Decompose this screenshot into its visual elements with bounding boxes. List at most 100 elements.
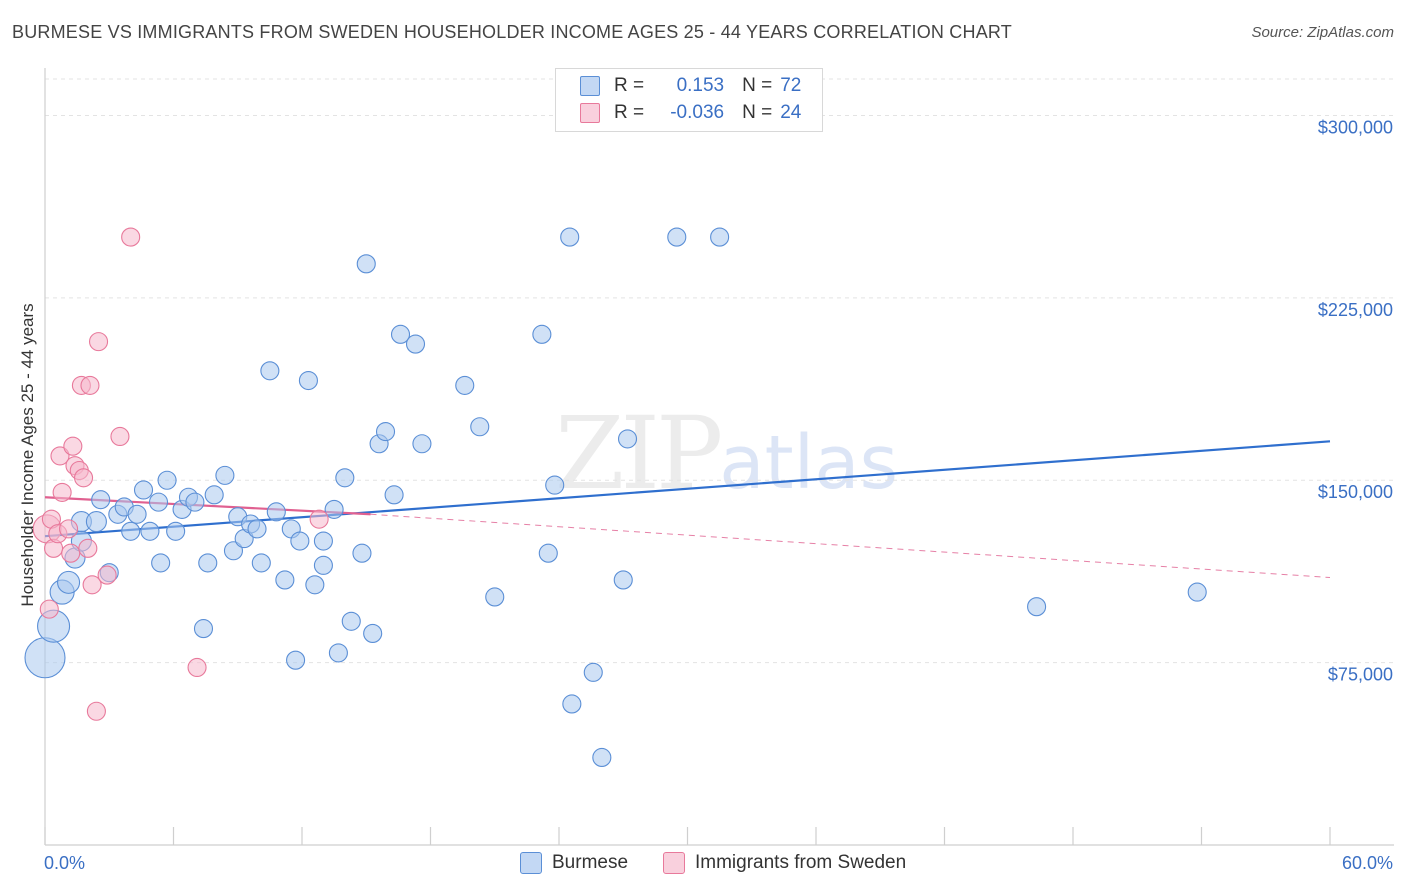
burmese-point xyxy=(166,521,186,541)
burmese-legend-swatch xyxy=(520,852,542,874)
burmese-point xyxy=(193,619,214,639)
burmese-point xyxy=(157,470,177,490)
sweden-point xyxy=(309,509,329,529)
burmese-point xyxy=(405,334,426,354)
y-tick-label: $75,000 xyxy=(1328,665,1393,685)
burmese-point xyxy=(185,492,205,512)
burmese-point xyxy=(266,502,286,522)
burmese-point xyxy=(412,434,432,454)
legend-row-sweden: R = -0.036 N = 24 xyxy=(580,101,801,125)
legend-r-value: -0.036 xyxy=(670,102,725,123)
burmese-point xyxy=(390,324,411,344)
legend-n-label: N = xyxy=(742,75,773,96)
x-tick-label-max: 60.0% xyxy=(1342,853,1393,873)
y-tick-label: $225,000 xyxy=(1318,300,1393,320)
burmese-point xyxy=(275,570,295,590)
chart-title: BURMESE VS IMMIGRANTS FROM SWEDEN HOUSEH… xyxy=(12,22,1012,42)
sweden-point xyxy=(82,575,102,595)
legend-n-value: 24 xyxy=(780,102,802,123)
burmese-point xyxy=(470,417,490,437)
burmese-point xyxy=(324,499,344,519)
burmese-point xyxy=(485,587,505,607)
sweden-legend-label: Immigrants from Sweden xyxy=(695,852,907,873)
sweden-point xyxy=(74,468,94,488)
burmese-point xyxy=(251,553,271,573)
burmese-point xyxy=(560,227,580,247)
scatter-points xyxy=(24,227,1207,768)
burmese-point xyxy=(290,531,310,551)
burmese-point xyxy=(352,543,372,563)
sweden-legend-swatch xyxy=(663,852,685,874)
x-tick-label-min: 0.0% xyxy=(44,853,85,873)
burmese-legend-label: Burmese xyxy=(552,852,629,873)
burmese-point xyxy=(247,519,267,539)
burmese-point xyxy=(583,662,603,682)
sweden-point xyxy=(59,519,79,539)
sweden-point xyxy=(88,332,109,352)
sweden-swatch xyxy=(580,103,600,123)
watermark-atlas: atlas xyxy=(719,420,899,506)
sweden-point xyxy=(52,482,72,502)
burmese-point xyxy=(613,570,633,590)
sweden-point xyxy=(61,543,81,563)
burmese-point xyxy=(313,531,333,551)
burmese-point xyxy=(363,623,383,643)
y-axis-label: Householder Income Ages 25 - 44 years xyxy=(18,303,37,606)
y-tick-label: $300,000 xyxy=(1318,117,1393,137)
burmese-point xyxy=(305,575,325,595)
burmese-point xyxy=(151,553,171,573)
sweden-point xyxy=(187,657,207,678)
burmese-point xyxy=(127,504,147,524)
burmese-point xyxy=(286,650,306,670)
burmese-point xyxy=(562,694,582,714)
axes xyxy=(44,68,1394,846)
axis-labels: $75,000 $150,000 $225,000 $300,000 0.0% 60.0%… xyxy=(18,117,1393,873)
legend-n-value: 72 xyxy=(780,75,802,96)
y-tick-label: $150,000 xyxy=(1318,482,1393,502)
sweden-point xyxy=(80,375,100,395)
burmese-point xyxy=(198,553,218,573)
burmese-point xyxy=(85,511,107,533)
burmese-point xyxy=(260,361,280,381)
legend-r-label: R = xyxy=(614,75,645,96)
burmese-swatch xyxy=(580,76,600,96)
burmese-point xyxy=(148,492,169,512)
sweden-point xyxy=(110,426,130,447)
legend-row-burmese: R = 0.153 N = 72 xyxy=(580,74,801,98)
sweden-point xyxy=(39,599,59,619)
burmese-point xyxy=(121,521,141,541)
burmese-point xyxy=(133,480,154,500)
burmese-point xyxy=(538,543,558,563)
sweden-point xyxy=(86,701,106,721)
sweden-trend-extension xyxy=(370,513,1331,579)
burmese-point xyxy=(24,637,66,679)
burmese-point xyxy=(215,465,235,485)
correlation-legend: R = 0.153 N = 72 R = -0.036 N = 24 xyxy=(555,68,823,132)
burmese-point xyxy=(617,429,638,449)
bottom-legend-sweden: Immigrants from Sweden xyxy=(663,852,906,874)
burmese-point xyxy=(328,643,348,663)
burmese-point xyxy=(667,227,687,247)
sweden-point xyxy=(121,227,141,247)
sweden-point xyxy=(50,446,70,466)
burmese-point xyxy=(223,541,244,561)
burmese-point xyxy=(592,747,612,768)
burmese-point xyxy=(204,485,224,505)
burmese-point xyxy=(335,468,355,488)
burmese-point xyxy=(710,227,730,247)
burmese-point xyxy=(140,521,160,541)
burmese-point xyxy=(356,254,376,274)
burmese-point xyxy=(545,475,565,495)
burmese-point xyxy=(298,370,318,391)
burmese-point xyxy=(384,485,404,505)
burmese-point xyxy=(532,324,552,344)
burmese-point xyxy=(1027,597,1047,617)
legend-n-label: N = xyxy=(742,102,773,123)
bottom-legend-burmese: Burmese xyxy=(520,852,628,874)
burmese-point xyxy=(341,611,361,631)
legend-r-label: R = xyxy=(614,102,645,123)
legend-r-value: 0.153 xyxy=(676,75,725,96)
sweden-point xyxy=(78,538,98,558)
burmese-point xyxy=(1187,582,1207,602)
